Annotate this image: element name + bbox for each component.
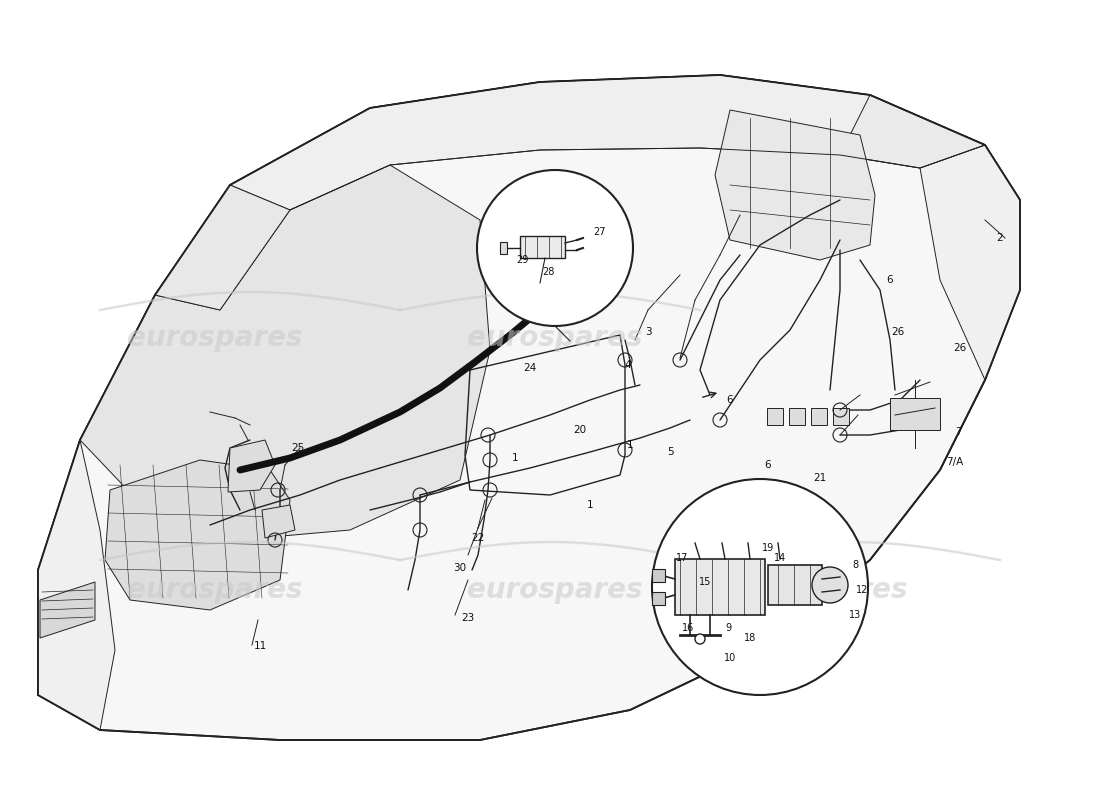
- Polygon shape: [39, 440, 116, 730]
- Polygon shape: [767, 408, 783, 425]
- Polygon shape: [40, 582, 95, 638]
- Polygon shape: [789, 408, 805, 425]
- Text: 22: 22: [472, 533, 485, 543]
- Polygon shape: [811, 408, 827, 425]
- Text: 17: 17: [675, 553, 689, 563]
- Polygon shape: [715, 110, 874, 260]
- Text: 5: 5: [667, 447, 673, 457]
- Polygon shape: [840, 95, 984, 168]
- Text: eurospares: eurospares: [128, 324, 303, 352]
- Text: 1: 1: [512, 453, 518, 463]
- Text: 1: 1: [586, 500, 593, 510]
- Text: 13: 13: [849, 610, 861, 620]
- Text: 14: 14: [774, 553, 786, 563]
- Text: 18: 18: [744, 633, 756, 643]
- Polygon shape: [768, 565, 822, 605]
- Circle shape: [477, 170, 632, 326]
- Text: 4: 4: [625, 360, 631, 370]
- Text: 24: 24: [524, 363, 537, 373]
- Polygon shape: [230, 75, 984, 210]
- Text: 6: 6: [764, 460, 771, 470]
- Text: 10: 10: [724, 653, 736, 663]
- Text: 26: 26: [954, 343, 967, 353]
- Text: 21: 21: [813, 473, 826, 483]
- Text: 26: 26: [891, 327, 904, 337]
- Polygon shape: [675, 559, 764, 615]
- Text: 15: 15: [698, 577, 712, 587]
- Text: 11: 11: [253, 641, 266, 651]
- Text: 25: 25: [292, 443, 305, 453]
- Polygon shape: [80, 165, 490, 545]
- Text: 6: 6: [887, 275, 893, 285]
- Polygon shape: [890, 398, 940, 430]
- Polygon shape: [104, 460, 290, 610]
- Text: eurospares: eurospares: [128, 576, 303, 604]
- Polygon shape: [500, 242, 507, 254]
- Polygon shape: [155, 185, 290, 310]
- Polygon shape: [652, 569, 666, 582]
- Text: 1: 1: [627, 440, 634, 450]
- Text: 23: 23: [461, 613, 474, 623]
- Circle shape: [812, 567, 848, 603]
- Text: 30: 30: [453, 563, 466, 573]
- Polygon shape: [228, 440, 275, 492]
- Text: 7/A: 7/A: [946, 457, 964, 467]
- Text: eurospares: eurospares: [468, 576, 642, 604]
- Polygon shape: [39, 75, 1020, 740]
- Text: 7: 7: [955, 427, 961, 437]
- Text: 8: 8: [851, 560, 858, 570]
- Text: 3: 3: [645, 327, 651, 337]
- Text: 16: 16: [682, 623, 694, 633]
- Circle shape: [695, 634, 705, 644]
- Polygon shape: [833, 408, 849, 425]
- Text: 20: 20: [573, 425, 586, 435]
- Text: 9: 9: [725, 623, 732, 633]
- Polygon shape: [520, 236, 565, 258]
- Text: 6: 6: [727, 395, 734, 405]
- Text: 27: 27: [594, 227, 606, 237]
- Text: eurospares: eurospares: [468, 324, 642, 352]
- Text: 2: 2: [997, 233, 1003, 243]
- Polygon shape: [920, 145, 1020, 380]
- Text: 12: 12: [856, 585, 868, 595]
- Text: 19: 19: [762, 543, 774, 553]
- Circle shape: [652, 479, 868, 695]
- Polygon shape: [652, 592, 666, 605]
- Text: 29: 29: [516, 255, 528, 265]
- Polygon shape: [262, 505, 295, 538]
- Text: eurospares: eurospares: [733, 576, 908, 604]
- Text: 28: 28: [542, 267, 554, 277]
